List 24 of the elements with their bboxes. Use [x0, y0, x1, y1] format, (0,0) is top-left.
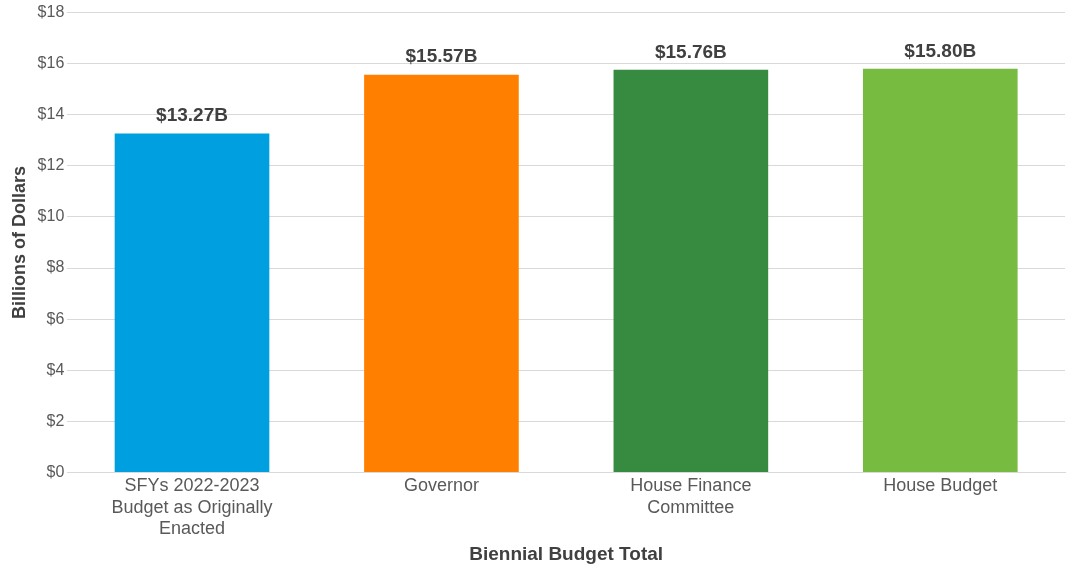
data-label: $15.76B	[654, 40, 727, 62]
y-tick-label: $2	[46, 411, 65, 429]
bar	[862, 68, 1018, 472]
data-label: $15.57B	[405, 45, 478, 67]
y-tick-label: $0	[46, 462, 65, 480]
y-tick-label: $10	[37, 207, 65, 225]
x-tick-label: House Budget	[883, 475, 998, 496]
y-tick-label: $16	[37, 54, 65, 72]
y-axis-title: Billions of Dollars	[8, 165, 29, 320]
y-tick-label: $18	[37, 3, 65, 21]
bar	[114, 133, 270, 472]
x-tick-label: House Finance Committee	[630, 475, 752, 517]
bar	[364, 74, 519, 472]
data-label: $13.27B	[156, 104, 228, 126]
bar	[613, 69, 769, 472]
y-tick-label: $6	[46, 309, 65, 327]
x-tick-label: SFYs 2022-2023 Budget as Originally Enacted	[111, 475, 273, 539]
y-tick-label: $14	[37, 105, 65, 123]
x-tick-label: Governor	[403, 475, 479, 496]
data-label: $15.80B	[904, 39, 977, 61]
x-axis-title: Biennial Budget Total	[469, 542, 664, 564]
y-tick-label: $12	[37, 156, 65, 174]
y-tick-label: $8	[46, 258, 65, 276]
y-tick-label: $4	[46, 360, 65, 378]
